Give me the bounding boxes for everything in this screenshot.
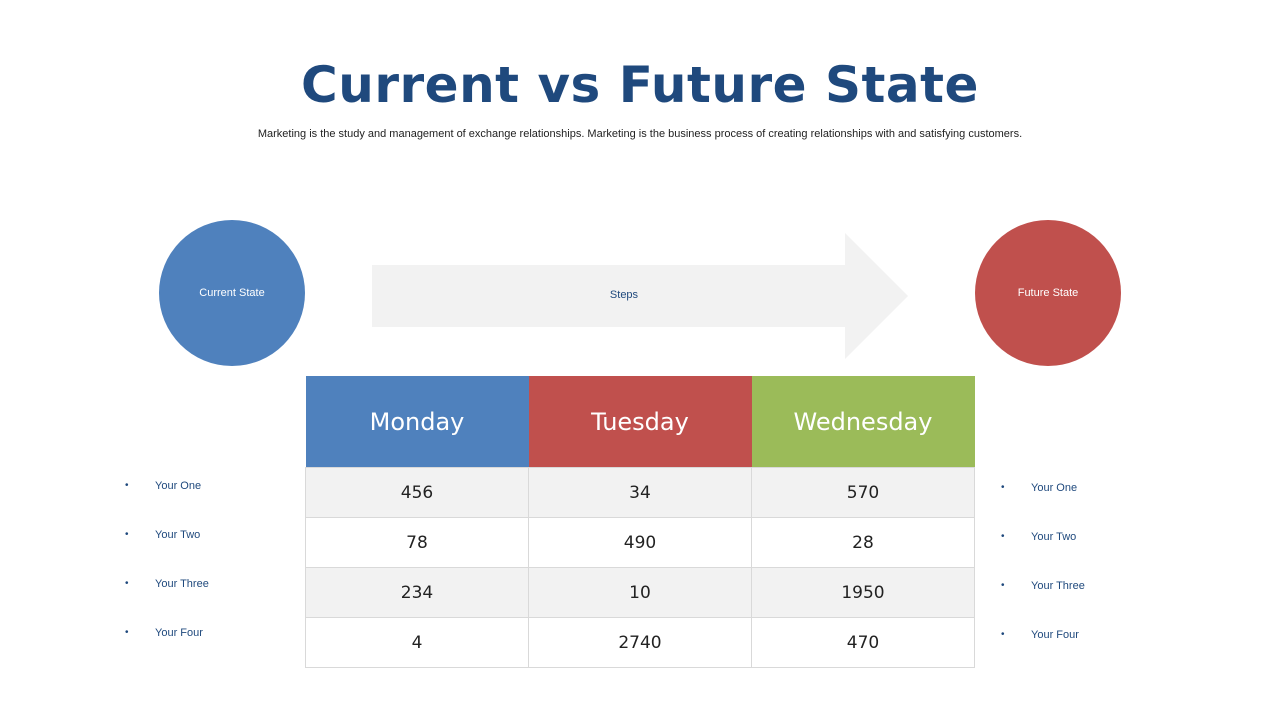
list-item: • Your Three	[125, 576, 209, 625]
table-cell: 34	[528, 467, 752, 518]
list-item: • Your One	[1001, 480, 1085, 529]
future-state-circle: Future State	[975, 220, 1121, 366]
table-cell: 456	[305, 467, 529, 518]
table-cell: 78	[305, 517, 529, 568]
bullet-icon: •	[1001, 531, 1005, 542]
table-cell: 234	[305, 567, 529, 618]
table-row: 78 490 28	[305, 517, 975, 568]
list-item-label: Your Three	[155, 578, 209, 590]
table-cell: 570	[751, 467, 975, 518]
table-header-row: Monday Tuesday Wednesday	[305, 376, 975, 468]
table-row: 4 2740 470	[305, 617, 975, 668]
list-item: • Your Four	[1001, 627, 1085, 676]
bullet-icon: •	[125, 578, 129, 589]
bullet-icon: •	[125, 627, 129, 638]
list-item: • Your Four	[125, 625, 209, 674]
steps-arrow-shape	[372, 233, 908, 359]
data-table: Monday Tuesday Wednesday 456 34 570 78 4…	[305, 376, 975, 668]
table-row: 234 10 1950	[305, 567, 975, 618]
table-row: 456 34 570	[305, 467, 975, 518]
steps-label: Steps	[609, 289, 639, 301]
bullet-icon: •	[125, 480, 129, 491]
table-cell: 28	[751, 517, 975, 568]
current-state-circle: Current State	[159, 220, 305, 366]
table-cell: 470	[751, 617, 975, 668]
left-bullet-list: • Your One • Your Two • Your Three • Your Fo…	[125, 478, 209, 674]
table-cell: 10	[528, 567, 752, 618]
bullet-icon: •	[1001, 629, 1005, 640]
future-state-label: Future State	[1017, 287, 1079, 299]
table-cell: 1950	[751, 567, 975, 618]
table-cell: 2740	[528, 617, 752, 668]
header-monday: Monday	[305, 376, 529, 468]
list-item-label: Your Two	[155, 529, 201, 541]
list-item-label: Your One	[155, 480, 202, 492]
current-state-label: Current State	[199, 287, 265, 299]
list-item-label: Your Three	[1031, 580, 1085, 592]
list-item: • Your Three	[1001, 578, 1085, 627]
list-item: • Your Two	[1001, 529, 1085, 578]
slide-subtitle: Marketing is the study and management of…	[257, 128, 1023, 140]
bullet-icon: •	[1001, 580, 1005, 591]
list-item-label: Your Four	[155, 627, 203, 639]
header-tuesday: Tuesday	[528, 376, 752, 468]
bullet-icon: •	[1001, 482, 1005, 493]
steps-arrow	[372, 233, 908, 359]
bullet-icon: •	[125, 529, 129, 540]
slide-title: Current vs Future State	[301, 56, 979, 114]
table-cell: 490	[528, 517, 752, 568]
list-item: • Your Two	[125, 527, 209, 576]
right-bullet-list: • Your One • Your Two • Your Three • Your Fo…	[1001, 480, 1085, 676]
table-cell: 4	[305, 617, 529, 668]
list-item-label: Your One	[1031, 482, 1078, 494]
list-item-label: Your Two	[1031, 531, 1077, 543]
list-item-label: Your Four	[1031, 629, 1079, 641]
header-wednesday: Wednesday	[751, 376, 975, 468]
list-item: • Your One	[125, 478, 209, 527]
